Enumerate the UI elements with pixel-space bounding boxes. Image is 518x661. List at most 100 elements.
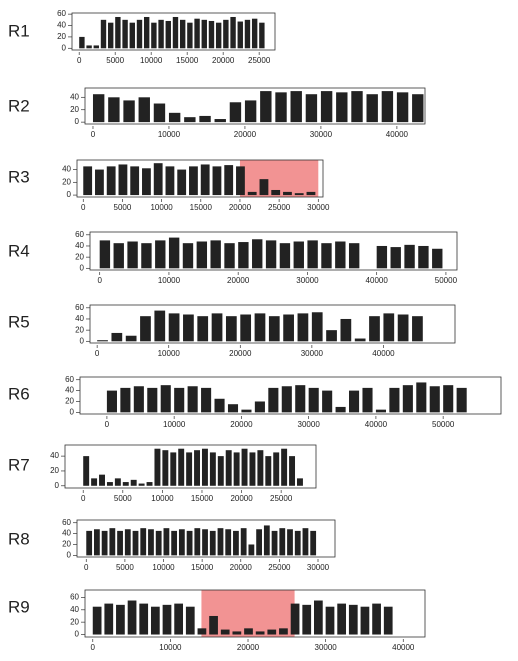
bar	[293, 241, 304, 269]
bar	[217, 456, 224, 486]
bar	[201, 387, 212, 413]
x-tick-label: 0	[91, 130, 96, 139]
bar	[265, 456, 272, 486]
bar	[229, 102, 242, 123]
bar	[153, 103, 166, 123]
bar	[236, 166, 245, 196]
bar	[211, 313, 223, 342]
y-tick-label: 20	[62, 540, 71, 549]
x-tick-label: 30000	[315, 643, 338, 652]
panel-label: R7	[8, 455, 30, 474]
bar	[326, 330, 337, 342]
bar	[351, 91, 363, 123]
x-tick-label: 40000	[372, 349, 395, 358]
x-tick-label: 10000	[163, 420, 186, 429]
bar	[130, 166, 140, 196]
x-tick-label: 30000	[298, 420, 321, 429]
bar	[240, 528, 247, 556]
bar	[240, 314, 252, 342]
x-tick-label: 10000	[158, 130, 181, 139]
bar	[237, 21, 243, 49]
bar	[225, 450, 232, 486]
bar	[360, 606, 370, 635]
y-tick-label: 0	[70, 407, 75, 416]
bar	[170, 452, 177, 486]
bar	[158, 19, 164, 49]
x-tick-label: 10000	[158, 276, 181, 285]
bar	[154, 310, 166, 342]
bar	[281, 386, 292, 413]
bar	[151, 22, 157, 49]
bar	[214, 119, 226, 123]
bar	[118, 164, 128, 196]
bar	[366, 94, 378, 123]
bar	[340, 318, 352, 342]
bar	[383, 606, 393, 635]
y-tick-label: 0	[67, 550, 72, 559]
bar	[381, 91, 394, 123]
bar	[290, 91, 302, 123]
x-tick-label: 0	[97, 276, 102, 285]
bar	[320, 91, 333, 123]
bar	[287, 529, 293, 556]
bar	[217, 528, 224, 556]
bar	[127, 600, 137, 635]
bar	[108, 97, 120, 123]
bar	[120, 387, 131, 413]
bar	[215, 22, 222, 49]
bar	[376, 245, 388, 269]
y-tick-label: 40	[62, 529, 71, 538]
bar	[456, 387, 467, 413]
bar	[168, 112, 181, 123]
y-tick-label: 20	[75, 252, 84, 261]
bar	[129, 22, 135, 49]
x-tick-label: 5000	[114, 203, 132, 212]
bar	[260, 91, 272, 123]
bar	[335, 406, 346, 413]
bar	[130, 479, 137, 486]
x-tick-label: 10000	[150, 203, 173, 212]
bar	[259, 22, 265, 49]
bar	[171, 530, 178, 556]
bar	[148, 529, 154, 556]
bar	[150, 606, 160, 635]
y-tick-label: 0	[67, 190, 72, 199]
bar	[227, 404, 239, 413]
y-tick-label: 0	[80, 263, 85, 272]
bar	[348, 604, 358, 635]
bar	[348, 243, 360, 269]
bar	[127, 241, 138, 269]
bar	[106, 390, 117, 413]
bar	[283, 314, 294, 342]
bar	[271, 530, 278, 556]
bar	[302, 604, 312, 635]
y-tick-label: 40	[62, 165, 71, 174]
bar	[294, 193, 304, 196]
bar	[197, 628, 207, 635]
plot-frame	[84, 589, 426, 638]
y-tick-label: 0	[75, 117, 80, 126]
bar	[383, 313, 395, 342]
bar	[325, 606, 335, 635]
bar	[297, 313, 309, 342]
bar	[154, 448, 161, 486]
y-tick-label: 40	[75, 314, 84, 323]
bar	[179, 19, 186, 49]
x-tick-label: 30000	[310, 130, 333, 139]
x-tick-label: 5000	[116, 563, 134, 572]
bar	[321, 243, 332, 269]
y-tick-label: 40	[50, 451, 59, 460]
bar	[224, 165, 234, 196]
panel-label: R9	[8, 597, 30, 616]
bar	[402, 385, 413, 413]
y-tick-label: 0	[55, 481, 60, 490]
bar	[138, 97, 150, 123]
bar	[97, 340, 108, 342]
bar	[210, 240, 221, 269]
bar	[194, 18, 200, 49]
bar	[369, 316, 380, 342]
y-tick-label: 20	[50, 466, 59, 475]
bar	[307, 240, 318, 269]
bar	[83, 166, 93, 196]
bar	[256, 529, 263, 556]
